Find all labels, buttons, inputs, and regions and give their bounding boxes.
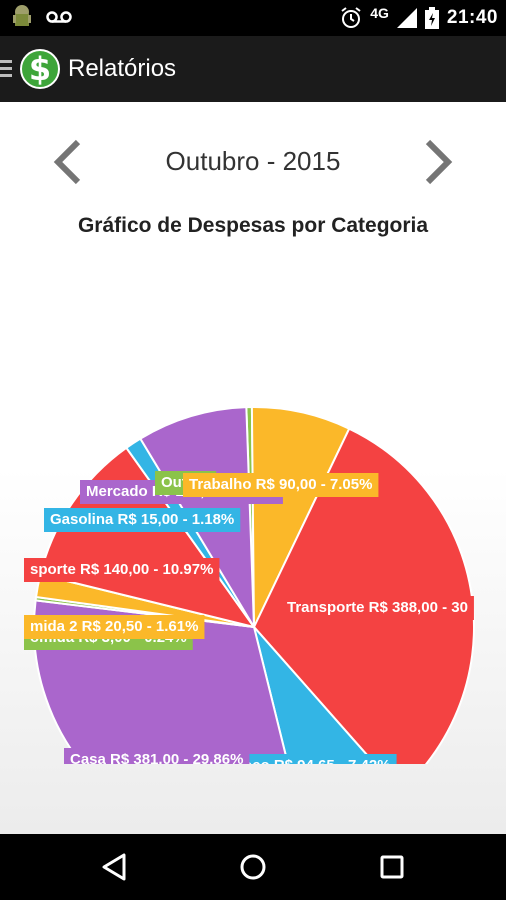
recents-icon[interactable] [372,847,412,887]
pie-label-trabalho: Trabalho R$ 90,00 - 7.05% [183,473,379,497]
pie-label-esporte: sporte R$ 140,00 - 10.97% [24,558,220,582]
month-navigator: Outubro - 2015 [0,132,506,192]
clock: 21:40 [446,7,498,28]
signal-icon [396,8,417,28]
svg-text:sporte R$ 140,00 - 10.97%: sporte R$ 140,00 - 10.97% [30,561,213,578]
pie-slice-trabalho[interactable] [250,406,351,628]
pie-label-casa: Casa R$ 381,00 - 29.86% [64,748,250,764]
report-content: Outubro - 2015 Gráfico de Despesas por C… [0,102,506,834]
expense-pie-chart[interactable]: Mercado R$ 100,00 - 7.84%OutrosTrabalho … [0,204,506,764]
android-icon [13,5,31,26]
svg-text:Gasolina R$ 15,00 - 1.18%: Gasolina R$ 15,00 - 1.18% [50,511,234,528]
battery-icon [424,7,439,29]
month-label: Outubro - 2015 [165,146,341,176]
voicemail-icon [46,11,72,23]
hamburger-icon[interactable] [0,60,14,78]
network-type: 4G [370,5,389,21]
svg-text:mida 2 R$ 20,50 - 1.61%: mida 2 R$ 20,50 - 1.61% [30,618,198,635]
alarm-icon [341,7,361,28]
svg-text:Trabalho R$ 90,00 - 7.05%: Trabalho R$ 90,00 - 7.05% [189,476,372,493]
system-nav-bar [0,834,506,900]
action-bar: $ Relatórios [0,36,506,102]
pie-label-comida-2: mida 2 R$ 20,50 - 1.61% [24,615,205,639]
back-icon[interactable] [94,847,134,887]
app-logo-icon[interactable]: $ [20,49,60,89]
chart-title: Gráfico de Despesas por Categoria [77,214,429,237]
pie-label-gasolina: Gasolina R$ 15,00 - 1.18% [44,508,241,532]
chevron-left-icon[interactable] [48,138,88,186]
svg-text:oço R$ 94,65 - 7.42%: oço R$ 94,65 - 7.42% [243,757,391,764]
home-icon[interactable] [233,847,273,887]
svg-text:Casa R$ 381,00 - 29.86%: Casa R$ 381,00 - 29.86% [70,751,243,764]
svg-text:Transporte R$ 388,00 - 30: Transporte R$ 388,00 - 30 [287,599,468,616]
page-title: Relatórios [68,55,177,82]
pie-slice-almo-o[interactable] [253,626,400,764]
chevron-right-icon[interactable] [418,138,458,186]
pie-label-transporte: Transporte R$ 388,00 - 30 [281,596,474,620]
status-bar: 4G 21:40 [0,0,506,36]
pie-label-almo-o: oço R$ 94,65 - 7.42% [237,754,397,764]
